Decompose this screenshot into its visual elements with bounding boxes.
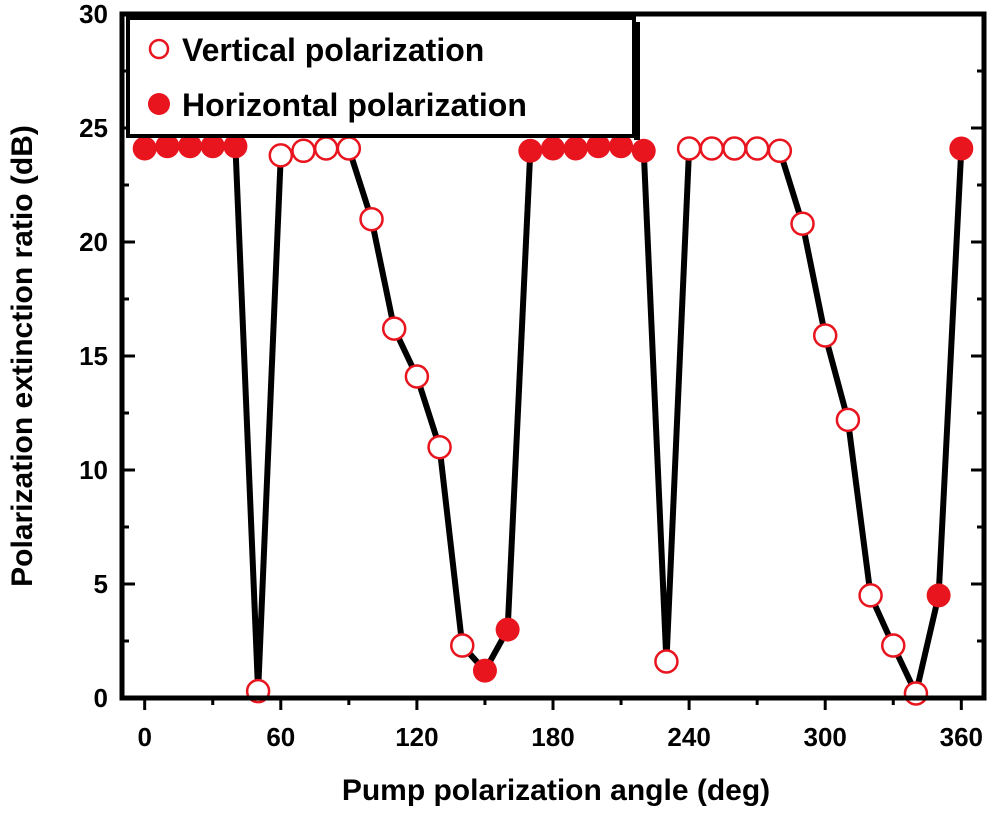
point-vertical (699, 136, 725, 161)
point-horizontal (200, 134, 225, 159)
point-vertical (812, 323, 838, 348)
point-horizontal (155, 134, 180, 159)
legend-label-horizontal: Horizontal polarization (182, 87, 527, 123)
point-horizontal (586, 134, 611, 159)
plot-frame (119, 11, 987, 701)
legend-marker-horizontal (148, 93, 170, 115)
y-tick-label: 0 (94, 683, 108, 713)
point-horizontal (223, 134, 248, 159)
point-vertical (404, 364, 430, 389)
point-vertical (336, 136, 362, 161)
legend-label-vertical: Vertical polarization (182, 32, 484, 68)
point-vertical (903, 681, 929, 706)
y-axis-title: Polarization extinction ratio (dB) (6, 125, 39, 587)
x-tick-label: 300 (804, 722, 847, 752)
point-vertical (427, 434, 452, 460)
x-tick-label: 0 (137, 722, 151, 752)
x-tick-label: 180 (531, 722, 574, 752)
point-vertical (676, 136, 702, 161)
point-horizontal (178, 134, 203, 159)
point-vertical (767, 138, 793, 164)
point-horizontal (949, 136, 974, 161)
point-horizontal (518, 138, 543, 163)
point-horizontal (926, 583, 951, 608)
point-vertical (654, 649, 679, 674)
y-tick-label: 20 (79, 227, 108, 257)
point-horizontal (495, 617, 520, 642)
point-vertical (450, 633, 475, 658)
point-horizontal (609, 134, 634, 159)
legend-marker-vertical (148, 38, 170, 60)
x-tick-label: 120 (395, 722, 438, 752)
x-tick-label: 240 (667, 722, 710, 752)
point-vertical (790, 211, 815, 237)
point-horizontal (132, 136, 157, 161)
x-axis-title: Pump polarization angle (deg) (342, 774, 770, 807)
point-vertical (858, 583, 883, 608)
point-horizontal (472, 658, 497, 683)
point-horizontal (541, 136, 565, 161)
y-tick-label: 15 (79, 341, 108, 371)
point-vertical (744, 136, 770, 161)
legend: Vertical polarization Horizontal polariz… (126, 16, 640, 140)
x-tick-label: 60 (266, 722, 295, 752)
legend-box (126, 16, 636, 138)
point-vertical (313, 136, 339, 161)
point-vertical (381, 316, 407, 341)
y-tick-label: 30 (79, 0, 108, 29)
y-tick-label: 10 (79, 455, 108, 485)
point-vertical (268, 143, 294, 168)
y-tick-label: 5 (94, 569, 108, 599)
point-horizontal (563, 136, 588, 161)
point-vertical (835, 407, 861, 433)
point-vertical (881, 633, 906, 658)
point-vertical (722, 136, 747, 161)
y-tick-label: 25 (79, 113, 108, 143)
legend-shadow (634, 22, 640, 140)
point-horizontal (631, 138, 656, 163)
point-vertical (291, 138, 316, 164)
x-tick-label: 360 (940, 722, 983, 752)
point-vertical (359, 206, 384, 232)
